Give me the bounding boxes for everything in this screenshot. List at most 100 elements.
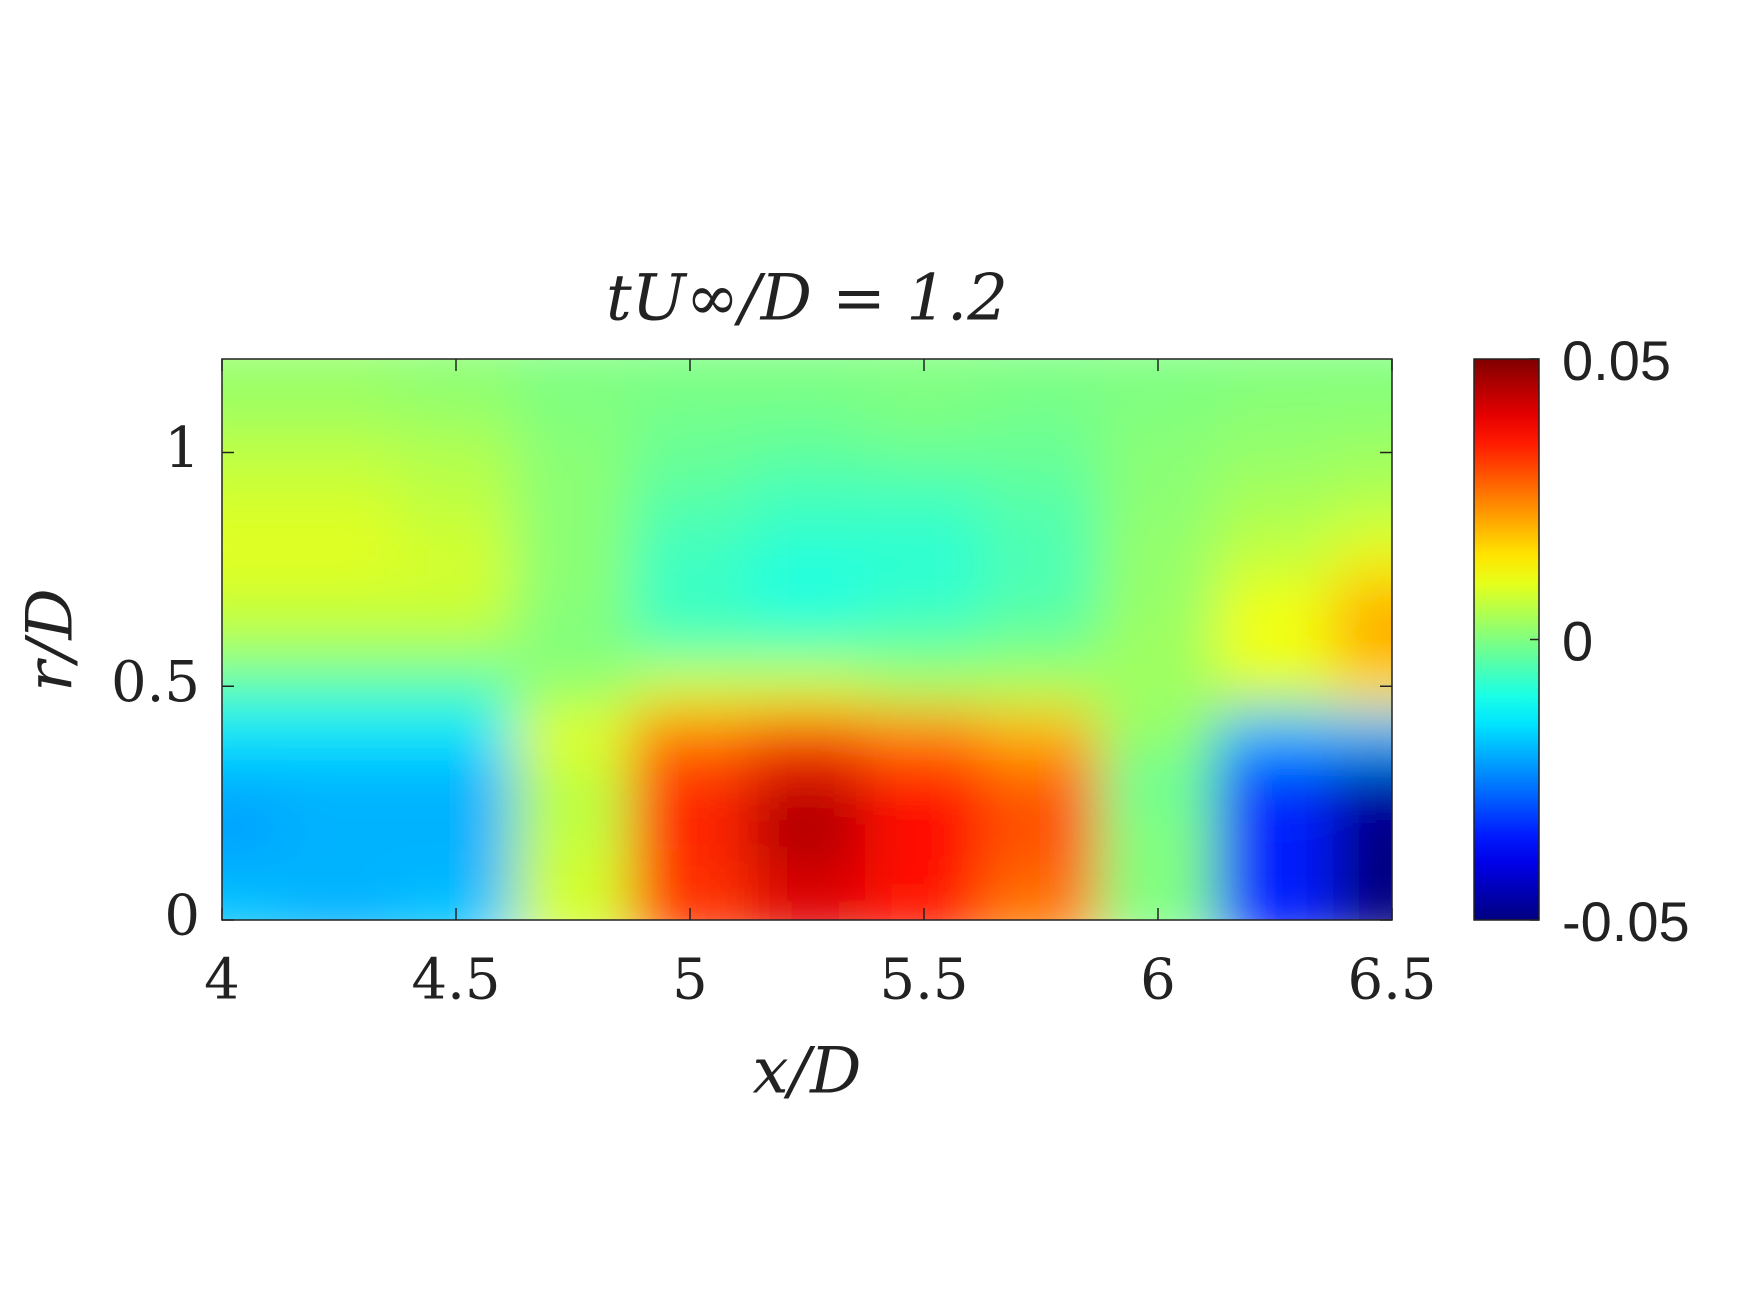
heat-cell bbox=[1216, 381, 1334, 430]
heat-cell bbox=[982, 359, 1100, 383]
heat-cell bbox=[1216, 522, 1334, 570]
heat-cell bbox=[631, 475, 749, 524]
heat-cell bbox=[280, 568, 398, 617]
heat-cell bbox=[222, 615, 281, 664]
heat-cell bbox=[631, 709, 749, 757]
heat-cell bbox=[631, 522, 749, 570]
heat-cell bbox=[748, 522, 866, 570]
heat-cell bbox=[1099, 475, 1217, 524]
x-tick-label: 4 bbox=[204, 948, 240, 1013]
heat-cell bbox=[631, 755, 749, 804]
y-tick-label: 0.5 bbox=[111, 650, 200, 715]
heat-cell bbox=[397, 755, 515, 804]
heat-cell bbox=[280, 522, 398, 570]
heat-cell bbox=[1216, 359, 1334, 383]
x-axis-label: x/D bbox=[753, 1035, 862, 1109]
y-axis-label: r/D bbox=[14, 588, 88, 691]
heat-cell bbox=[1333, 755, 1392, 804]
heat-cell bbox=[1216, 428, 1334, 477]
heat-cell bbox=[982, 896, 1100, 920]
heat-cell bbox=[1099, 428, 1217, 477]
heat-cell bbox=[1099, 849, 1217, 898]
heat-cell bbox=[1099, 755, 1217, 804]
heat-cell bbox=[280, 896, 398, 920]
heat-cell bbox=[1216, 755, 1334, 804]
heat-cell bbox=[397, 709, 515, 757]
heat-cell bbox=[222, 359, 281, 383]
heat-cell bbox=[1216, 896, 1334, 920]
heat-cell bbox=[748, 849, 866, 898]
heat-cell bbox=[514, 802, 632, 851]
heat-cell bbox=[222, 475, 281, 524]
heat-cell bbox=[280, 849, 398, 898]
heat-cell bbox=[280, 359, 398, 383]
heat-cell bbox=[982, 568, 1100, 617]
heat-cell bbox=[280, 802, 398, 851]
heat-cell bbox=[748, 359, 866, 383]
heat-cell bbox=[1099, 802, 1217, 851]
heat-cell bbox=[514, 849, 632, 898]
heat-cell bbox=[222, 896, 281, 920]
heat-cell bbox=[397, 662, 515, 711]
heat-cell bbox=[748, 568, 866, 617]
colorbar bbox=[1473, 358, 1540, 921]
heat-cell bbox=[514, 359, 632, 383]
heat-cell bbox=[1333, 568, 1392, 617]
heat-cell bbox=[865, 709, 983, 757]
heat-cell bbox=[631, 568, 749, 617]
heat-cell bbox=[1333, 615, 1392, 664]
heat-cell bbox=[748, 802, 866, 851]
heat-cell bbox=[1099, 568, 1217, 617]
heat-cell bbox=[865, 662, 983, 711]
heat-cell bbox=[397, 475, 515, 524]
heat-cell bbox=[397, 381, 515, 430]
heat-cell bbox=[1216, 849, 1334, 898]
heat-cell bbox=[280, 709, 398, 757]
heat-cell bbox=[222, 709, 281, 757]
heat-cell bbox=[280, 381, 398, 430]
colorbar-tick-label: 0 bbox=[1562, 609, 1593, 672]
heat-cell bbox=[631, 428, 749, 477]
heat-cell bbox=[1216, 615, 1334, 664]
heat-cell bbox=[1099, 381, 1217, 430]
heat-cell bbox=[865, 381, 983, 430]
heat-cell bbox=[865, 755, 983, 804]
heat-cell bbox=[514, 381, 632, 430]
heat-cell bbox=[1099, 615, 1217, 664]
y-tick-label: 0 bbox=[164, 884, 200, 949]
heat-cell bbox=[1099, 662, 1217, 711]
heat-cell bbox=[397, 522, 515, 570]
heat-cell bbox=[1099, 522, 1217, 570]
x-tick-label: 5.5 bbox=[879, 948, 968, 1013]
heat-cell bbox=[280, 428, 398, 477]
heat-cell bbox=[514, 522, 632, 570]
heat-cell bbox=[982, 615, 1100, 664]
heat-cell bbox=[397, 802, 515, 851]
heat-cell bbox=[865, 849, 983, 898]
heat-cell bbox=[631, 849, 749, 898]
heat-cell bbox=[748, 428, 866, 477]
heat-cell bbox=[748, 896, 866, 920]
x-tick-label: 6 bbox=[1140, 948, 1176, 1013]
heat-cell bbox=[1333, 381, 1392, 430]
heat-cell bbox=[514, 755, 632, 804]
heat-cell bbox=[397, 428, 515, 477]
heat-cell bbox=[1216, 709, 1334, 757]
heat-cell bbox=[1333, 849, 1392, 898]
heat-cell bbox=[631, 615, 749, 664]
heat-cell bbox=[748, 662, 866, 711]
x-tick-label: 5 bbox=[672, 948, 708, 1013]
heat-cell bbox=[514, 475, 632, 524]
heat-cell bbox=[865, 522, 983, 570]
heat-cell bbox=[1333, 475, 1392, 524]
heat-cell bbox=[748, 709, 866, 757]
x-tick-label: 4.5 bbox=[411, 948, 500, 1013]
heat-cell bbox=[631, 662, 749, 711]
heat-cell bbox=[280, 755, 398, 804]
heat-cell bbox=[514, 896, 632, 920]
plot-frame bbox=[221, 358, 1393, 921]
heat-cell bbox=[1333, 802, 1392, 851]
heat-cell bbox=[222, 755, 281, 804]
heatmap bbox=[222, 359, 1392, 920]
